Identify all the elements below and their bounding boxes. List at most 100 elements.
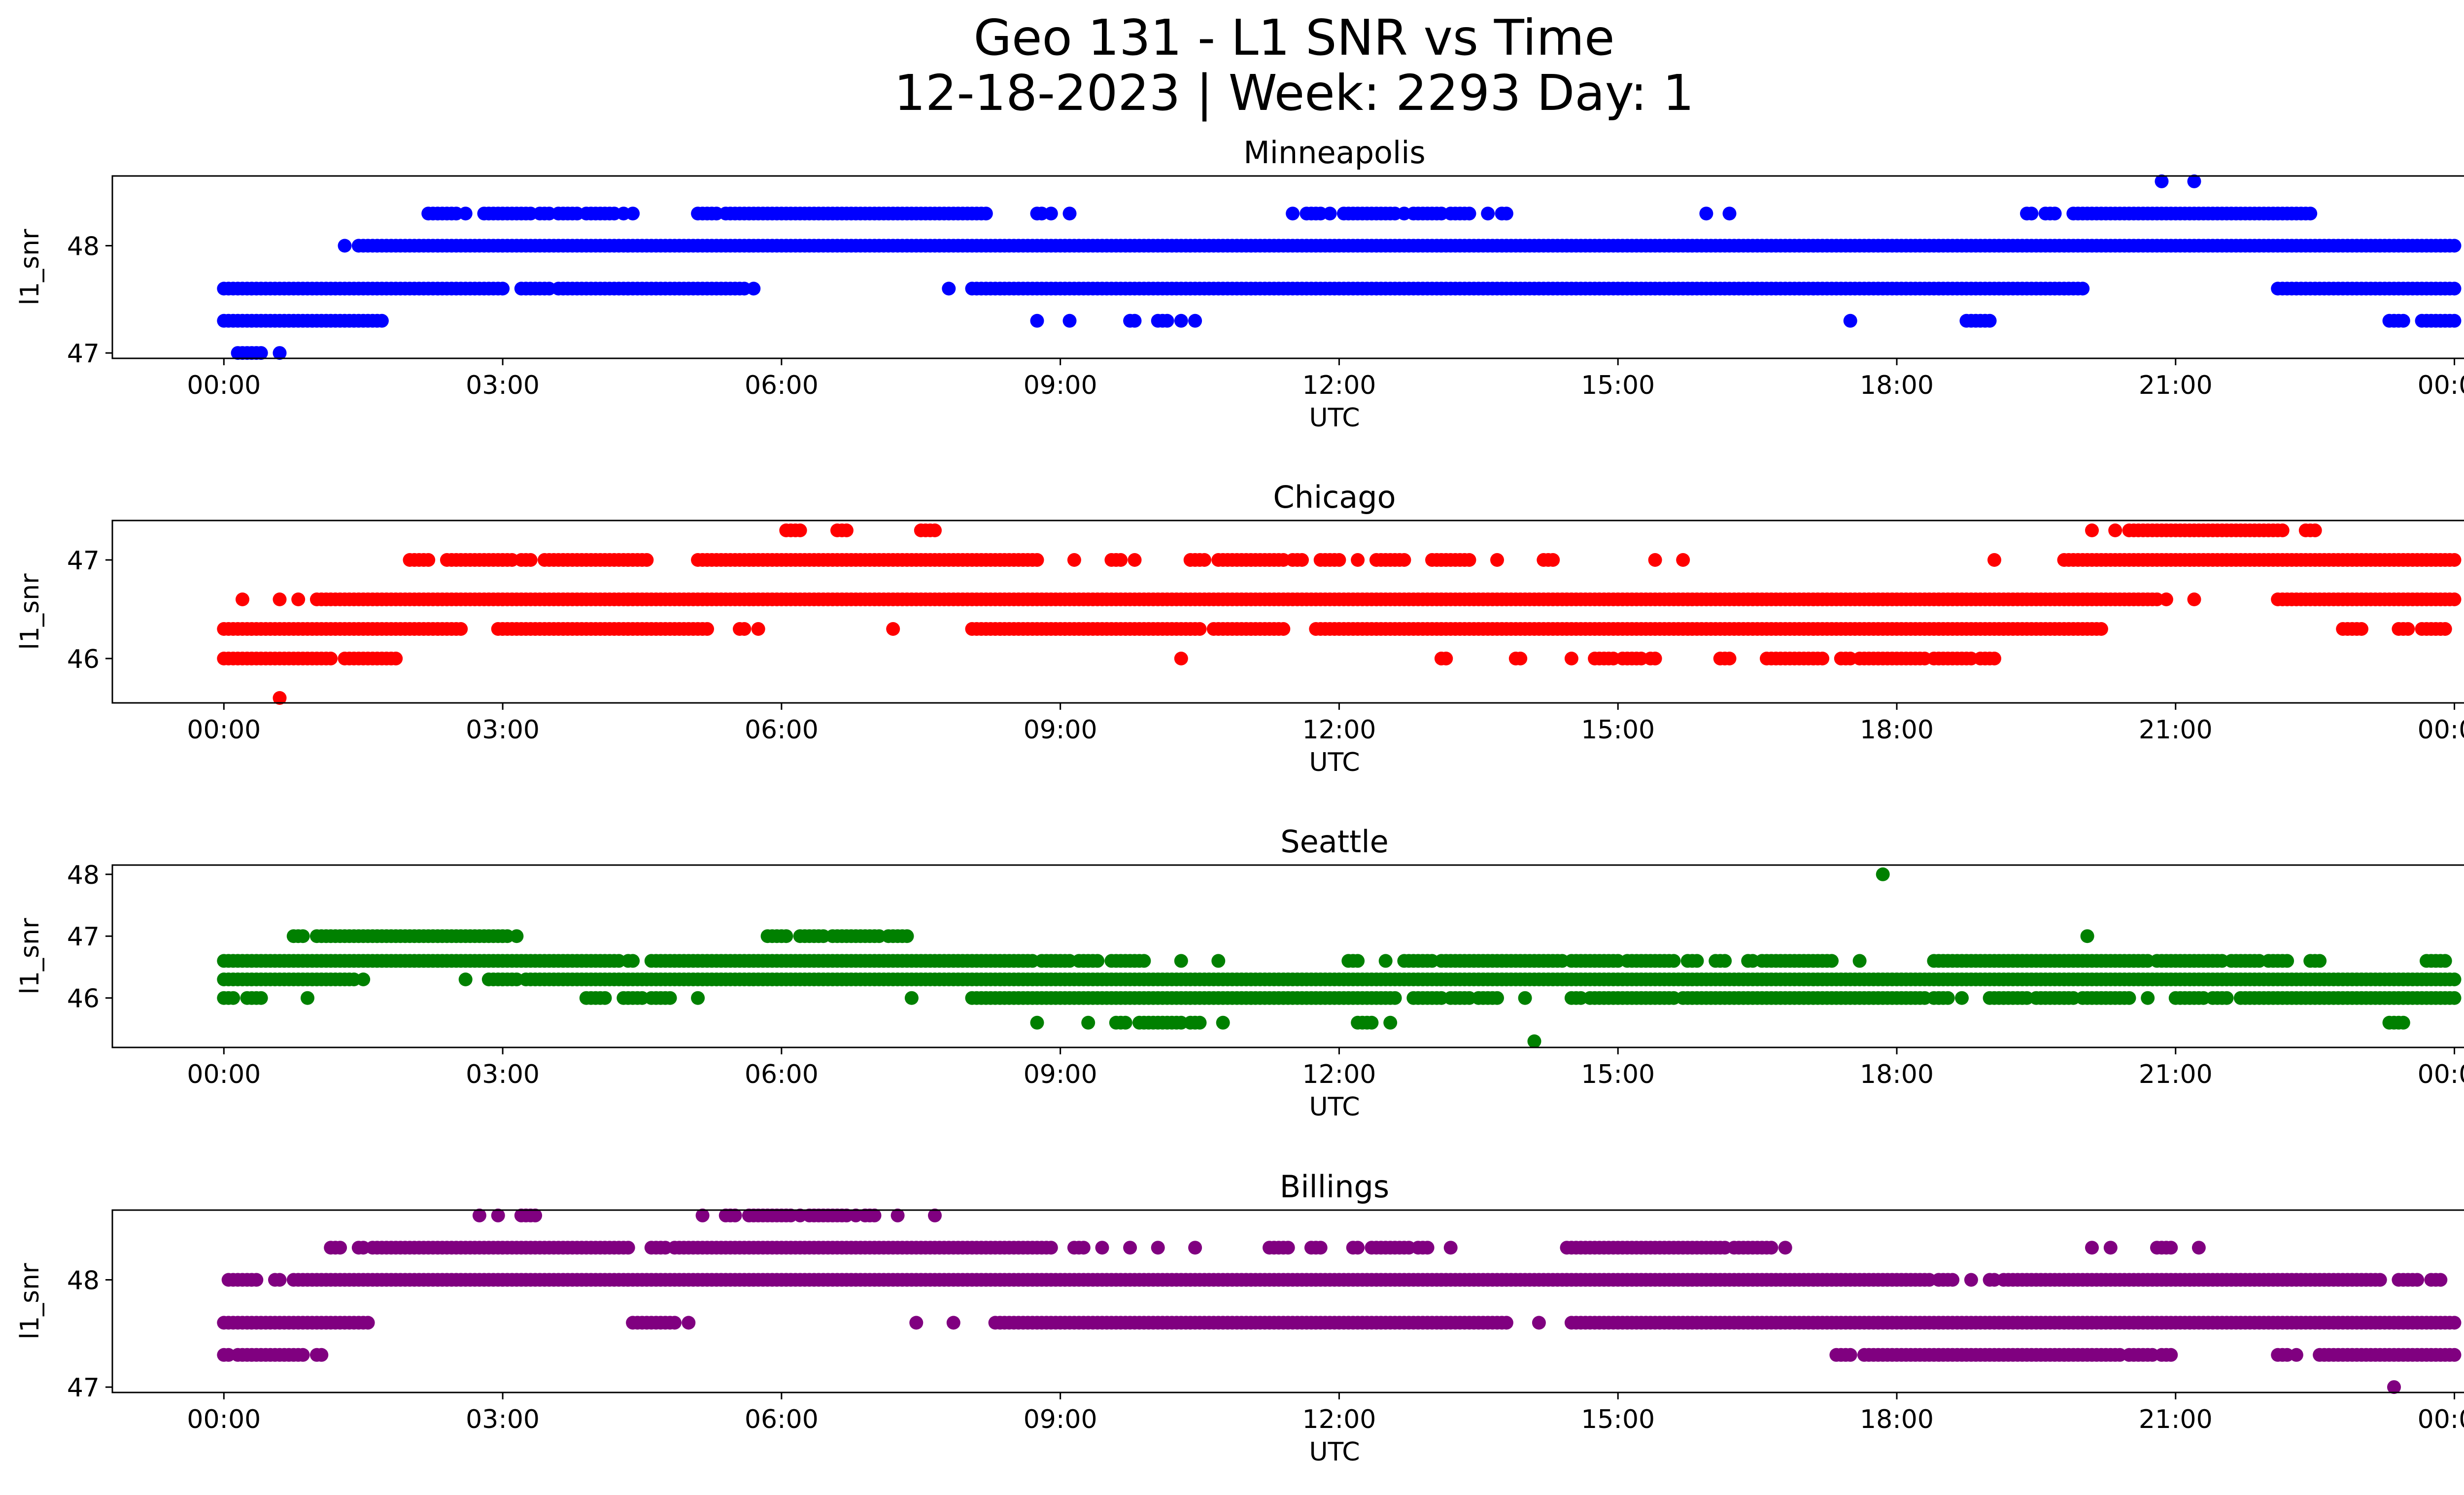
data-point — [1987, 652, 2001, 665]
x-tick-label: 00:00 — [2418, 715, 2464, 745]
data-point — [249, 1273, 264, 1287]
x-tick-label: 09:00 — [1024, 715, 1097, 745]
y-tick-label: 47 — [67, 546, 100, 576]
data-point — [1030, 1015, 1044, 1030]
y-tick-label: 46 — [67, 984, 100, 1014]
x-axis-label: UTC — [1309, 748, 1360, 777]
data-point — [254, 346, 268, 360]
data-point — [1490, 991, 1504, 1005]
data-point — [1443, 1241, 1458, 1255]
data-point — [1383, 1015, 1398, 1030]
x-tick-label: 00:00 — [187, 715, 261, 745]
y-tick-label: 46 — [67, 645, 100, 674]
data-point — [1388, 991, 1402, 1005]
data-point — [1946, 1273, 1960, 1287]
data-point — [421, 553, 436, 567]
x-tick-label: 15:00 — [1581, 1060, 1655, 1089]
x-tick-label: 06:00 — [745, 715, 819, 745]
data-point — [496, 281, 510, 296]
x-tick-label: 15:00 — [1581, 1405, 1655, 1434]
data-point — [1843, 1348, 1857, 1362]
data-point — [1378, 954, 1393, 968]
data-point — [1852, 954, 1867, 968]
x-tick-label: 15:00 — [1581, 715, 1655, 745]
x-tick-label: 03:00 — [466, 1405, 540, 1434]
data-point — [1128, 553, 1142, 567]
data-point — [1160, 313, 1174, 328]
data-point — [2447, 553, 2462, 567]
data-point — [236, 592, 249, 606]
data-point — [2447, 281, 2462, 296]
data-point — [1151, 1241, 1165, 1255]
data-point — [324, 652, 338, 665]
data-point — [1764, 1241, 1779, 1255]
data-point — [1295, 553, 1309, 567]
data-point — [2303, 207, 2318, 221]
data-point — [1462, 207, 1476, 221]
data-point — [2401, 622, 2415, 636]
data-point — [1062, 313, 1077, 328]
data-point — [682, 1316, 696, 1330]
data-point — [314, 1348, 329, 1362]
plot-frame — [111, 520, 2464, 704]
data-point — [1351, 553, 1365, 567]
chart-panel-seattle: 00:00 03:00 06:00 09:00 12:00 15:00 18:00 21:00… — [15, 824, 2464, 1122]
data-point — [1499, 1316, 1513, 1330]
data-point — [668, 1316, 682, 1330]
data-point — [356, 973, 371, 986]
data-point — [626, 954, 640, 968]
data-point — [2275, 523, 2290, 537]
data-point — [1648, 553, 1662, 567]
x-tick-label: 06:00 — [745, 1060, 819, 1089]
data-point — [1211, 954, 1226, 968]
x-axis-label: UTC — [1309, 1437, 1360, 1467]
data-point — [2447, 313, 2462, 328]
data-point — [839, 523, 854, 537]
data-point — [2164, 1348, 2178, 1362]
data-point — [1564, 652, 1578, 665]
data-point — [1123, 1241, 1137, 1255]
data-point — [2373, 1273, 2387, 1287]
data-point — [1718, 954, 1732, 968]
data-point — [2048, 207, 2062, 221]
data-point — [2108, 523, 2122, 537]
x-tick-label: 03:00 — [466, 371, 540, 400]
y-axis-label: l1_snr — [15, 1263, 45, 1340]
data-point — [1941, 991, 1955, 1005]
y-tick-label: 48 — [67, 232, 100, 261]
data-point — [900, 929, 914, 943]
x-tick-label: 09:00 — [1024, 371, 1097, 400]
x-axis-label: UTC — [1309, 1092, 1360, 1122]
data-point — [1722, 652, 1737, 665]
data-point — [1323, 207, 1337, 221]
data-point — [2141, 991, 2155, 1005]
y-axis-label: l1_snr — [15, 918, 45, 995]
data-point — [1174, 954, 1188, 968]
x-tick-label: 12:00 — [1302, 1060, 1376, 1089]
data-point — [273, 346, 287, 360]
data-point — [2433, 1273, 2448, 1287]
y-tick-label: 47 — [67, 922, 100, 952]
data-point — [296, 929, 310, 943]
data-point — [2024, 207, 2039, 221]
data-point — [1030, 313, 1044, 328]
data-point — [1481, 207, 1495, 221]
data-point — [254, 991, 268, 1005]
y-tick-label: 47 — [67, 339, 100, 369]
data-point — [946, 1316, 960, 1330]
data-point — [1174, 652, 1188, 665]
series-points-billings — [217, 1208, 2462, 1394]
data-point — [2076, 281, 2090, 296]
x-tick-label: 12:00 — [1302, 371, 1376, 400]
x-tick-label: 00:00 — [2418, 371, 2464, 400]
panel-title: Billings — [1280, 1169, 1389, 1205]
data-point — [2447, 1316, 2462, 1330]
series-points-minneapolis — [217, 174, 2462, 360]
data-point — [1648, 652, 1662, 665]
data-point — [2122, 991, 2136, 1005]
data-point — [226, 991, 240, 1005]
data-point — [2355, 622, 2368, 636]
data-point — [2085, 523, 2099, 537]
data-point — [1690, 954, 1704, 968]
